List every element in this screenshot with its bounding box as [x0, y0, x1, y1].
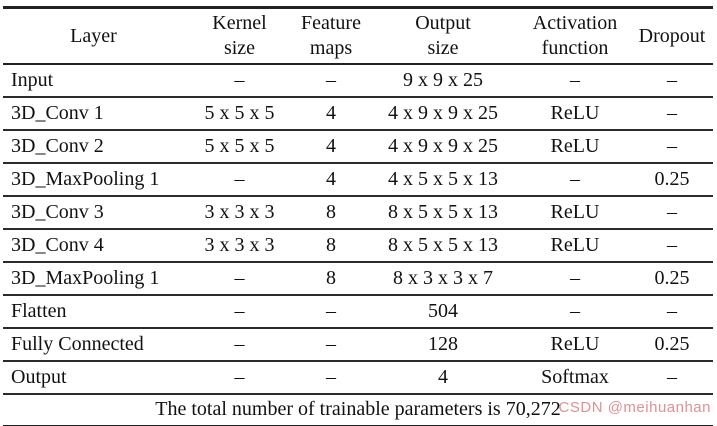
- header-label: Layer: [70, 24, 117, 47]
- header-row: Layer Kernel size Feature maps Output si…: [3, 7, 713, 65]
- table-cell: 8 x 5 x 5 x 13: [367, 196, 519, 230]
- layer-name-cell: 3D_MaxPooling 1: [3, 262, 184, 296]
- table-cell: –: [631, 361, 713, 395]
- header-kernel-size: Kernel size: [184, 7, 295, 65]
- table-cell: 4: [295, 163, 367, 197]
- table-cell: 0.25: [631, 262, 713, 296]
- table-cell: –: [295, 328, 367, 362]
- table-cell: –: [184, 163, 295, 197]
- table-cell: –: [631, 130, 713, 164]
- header-feature-maps: Feature maps: [295, 7, 367, 65]
- table-cell: 128: [367, 328, 519, 362]
- table-cell: –: [631, 97, 713, 131]
- layer-name-cell: Output: [3, 361, 184, 395]
- table-cell: 4 x 9 x 9 x 25: [367, 97, 519, 131]
- layer-name-cell: 3D_MaxPooling 1: [3, 163, 184, 197]
- table-cell: –: [631, 229, 713, 263]
- table-cell: –: [184, 361, 295, 395]
- table-cell: 8 x 5 x 5 x 13: [367, 229, 519, 263]
- table-cell: 3 x 3 x 3: [184, 229, 295, 263]
- table-cell: 8: [295, 196, 367, 230]
- footer-row: The total number of trainable parameters…: [3, 394, 713, 426]
- layer-name-cell: Fully Connected: [3, 328, 184, 362]
- table-cell: 8 x 3 x 3 x 7: [367, 262, 519, 296]
- table-cell: 8: [295, 229, 367, 263]
- header-label: size: [223, 37, 256, 59]
- table-cell: –: [519, 295, 631, 329]
- table-row: Input – –9 x 9 x 25– –: [3, 64, 713, 98]
- table-cell: –: [519, 64, 631, 98]
- table-footer-note: The total number of trainable parameters…: [155, 398, 561, 420]
- table-cell: –: [295, 295, 367, 329]
- table-cell: –: [519, 262, 631, 296]
- layer-name-cell: 3D_Conv 2: [3, 130, 184, 164]
- table-cell: ReLU: [519, 130, 631, 164]
- table-cell: –: [184, 262, 295, 296]
- header-label: Output: [415, 12, 471, 34]
- table-cell: 504: [367, 295, 519, 329]
- layer-name-cell: 3D_Conv 1: [3, 97, 184, 131]
- table-cell: 5 x 5 x 5: [184, 97, 295, 131]
- table-cell: 4 x 5 x 5 x 13: [367, 163, 519, 197]
- table-row: 3D_MaxPooling 1–8 8 x 3 x 3 x 7–0.25: [3, 262, 713, 296]
- table-cell: 0.25: [631, 328, 713, 362]
- header-label: maps: [309, 37, 353, 59]
- table-cell: –: [519, 163, 631, 197]
- table-cell: 9 x 9 x 25: [367, 64, 519, 98]
- header-activation-function: Activation function: [519, 7, 631, 65]
- table-cell: –: [184, 295, 295, 329]
- layer-name-cell: Flatten: [3, 295, 184, 329]
- table-cell: –: [631, 196, 713, 230]
- header-dropout: Dropout: [631, 7, 713, 65]
- header-layer: Layer: [3, 7, 184, 65]
- table-cell: –: [295, 361, 367, 395]
- table-cell: –: [184, 328, 295, 362]
- layer-name-cell: Input: [3, 64, 184, 98]
- table-cell: ReLU: [519, 328, 631, 362]
- table-cell: ReLU: [519, 196, 631, 230]
- table-cell: –: [295, 64, 367, 98]
- header-label: Activation: [532, 12, 618, 34]
- table-cell: 4: [367, 361, 519, 395]
- table-cell: Softmax: [519, 361, 631, 395]
- table-cell: –: [184, 64, 295, 98]
- table-cell: –: [631, 64, 713, 98]
- table-cell: 4 x 9 x 9 x 25: [367, 130, 519, 164]
- table-cell: 4: [295, 97, 367, 131]
- watermark: CSDN @meihuanhan: [558, 399, 711, 416]
- table-cell: 4: [295, 130, 367, 164]
- table-cell: ReLU: [519, 229, 631, 263]
- table-row: 3D_MaxPooling 1–4 4 x 5 x 5 x 13–0.25: [3, 163, 713, 197]
- layer-name-cell: 3D_Conv 3: [3, 196, 184, 230]
- table-cell: 5 x 5 x 5: [184, 130, 295, 164]
- header-label: size: [427, 37, 459, 59]
- table-row: Flatten – –504– –: [3, 295, 713, 329]
- header-label: Feature: [301, 12, 361, 34]
- table-row: Fully Connected – –128 ReLU 0.25: [3, 328, 713, 362]
- table-cell: 3 x 3 x 3: [184, 196, 295, 230]
- layer-name-cell: 3D_Conv 4: [3, 229, 184, 263]
- header-output-size: Output size: [367, 7, 519, 65]
- table-cell: 8: [295, 262, 367, 296]
- table-row: Output – –4 Softmax –: [3, 361, 713, 395]
- header-label: Kernel: [212, 12, 267, 34]
- architecture-table: Layer Kernel size Feature maps Output si…: [3, 6, 713, 426]
- table-cell: –: [631, 295, 713, 329]
- table-cell: ReLU: [519, 97, 631, 131]
- table-cell: 0.25: [631, 163, 713, 197]
- header-label: Dropout: [638, 24, 706, 47]
- header-label: function: [541, 37, 609, 59]
